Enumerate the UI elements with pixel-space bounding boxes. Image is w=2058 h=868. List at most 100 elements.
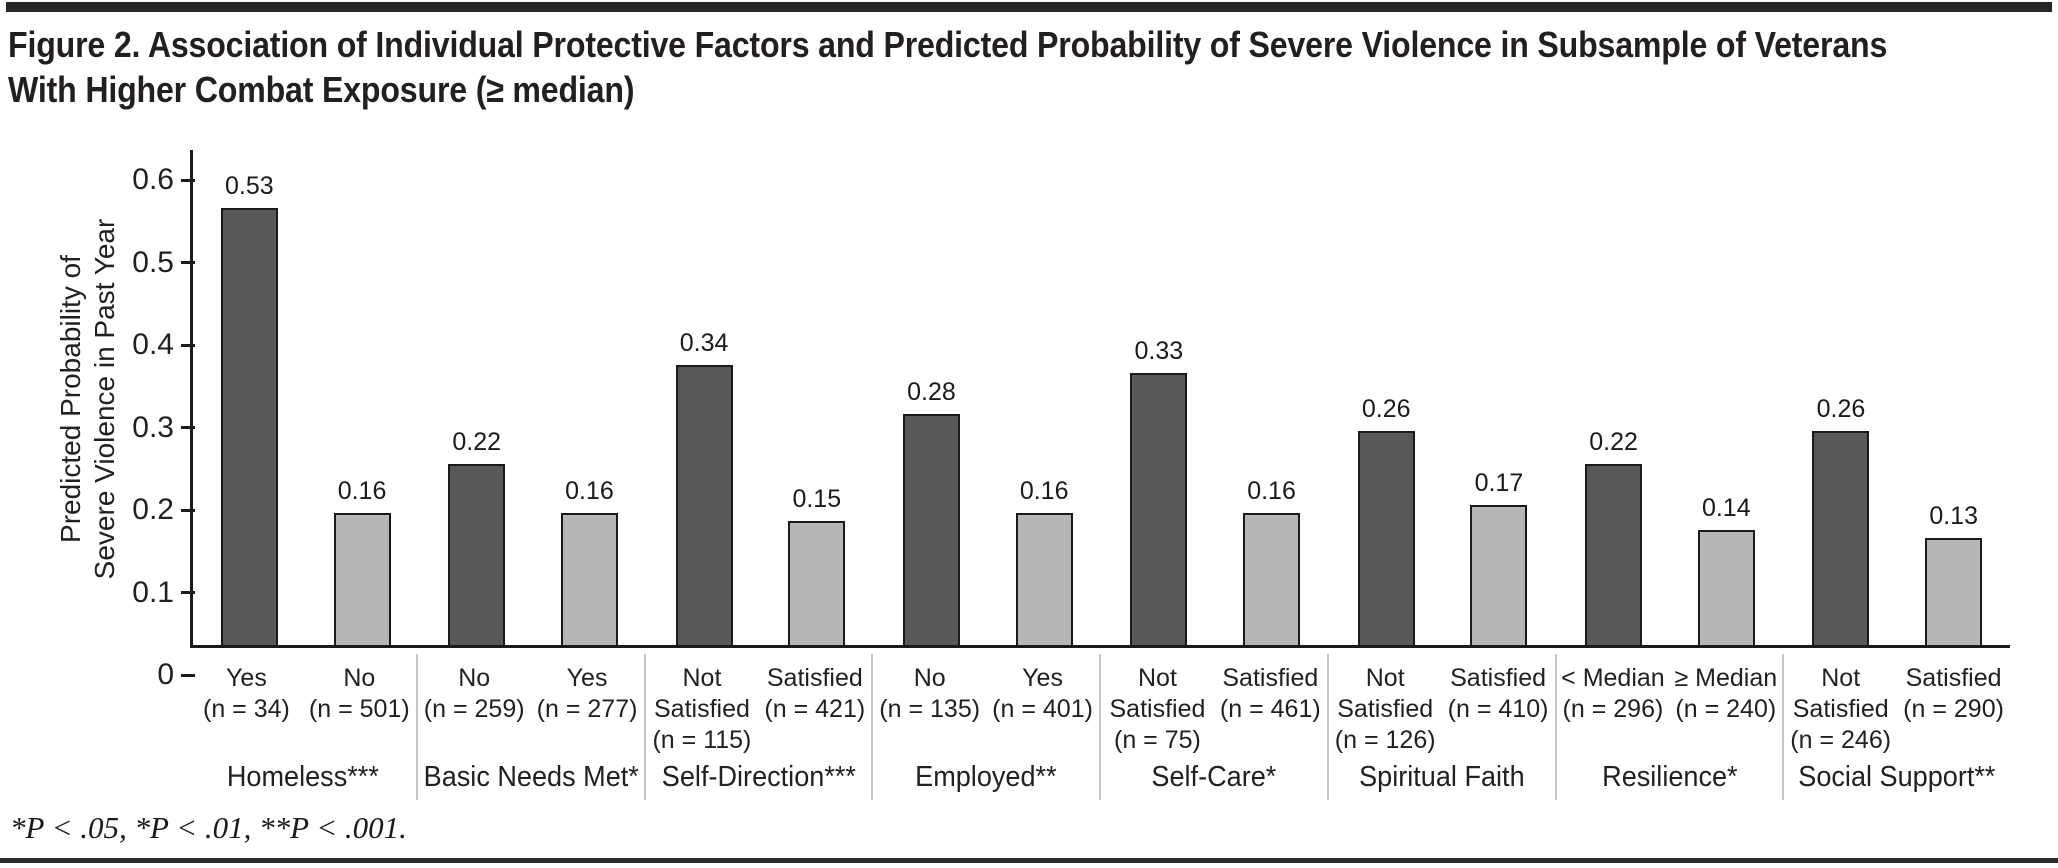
bar-column: 0.26 xyxy=(1330,150,1443,645)
sample-size-label: (n = 296) xyxy=(1562,695,1664,723)
sample-size-label: (n = 421) xyxy=(764,695,866,723)
bar-value-label: 0.22 xyxy=(452,427,502,456)
sample-size-label: (n = 401) xyxy=(992,695,1093,723)
sample-size-label: (n = 290) xyxy=(1903,695,2004,723)
x-tick-label: Not Satisfied (n = 115) xyxy=(646,663,759,756)
bar-value-label: 0.33 xyxy=(1134,336,1184,365)
sample-size-label: (n = 246) xyxy=(1790,726,1892,754)
bar-group: 0.28 0.16 xyxy=(873,150,1100,645)
x-tick-label-row: Not Satisfied (n = 115) Satisfied (n = 421) xyxy=(646,663,872,756)
bar-column: 0.53 xyxy=(193,150,306,645)
figure-title-line2: With Higher Combat Exposure (≥ median) xyxy=(8,69,635,110)
bar-column: 0.16 xyxy=(988,150,1101,645)
y-axis-tick-label: 0.3 xyxy=(132,410,174,444)
x-label-group: Yes (n = 34) No (n = 501) Homeless*** xyxy=(190,654,416,800)
category-label: No xyxy=(343,664,376,692)
bar-value-label: 0.26 xyxy=(1816,394,1866,423)
bar-column: 0.17 xyxy=(1443,150,1556,645)
bar xyxy=(788,521,846,645)
category-label: Not Satisfied xyxy=(1337,664,1434,723)
x-tick-label: No (n = 259) xyxy=(418,663,531,725)
bar xyxy=(1243,513,1301,645)
sample-size-label: (n = 240) xyxy=(1675,695,1777,723)
bar xyxy=(1925,537,1983,645)
bar-column: 0.22 xyxy=(420,150,533,645)
y-axis-tick-mark xyxy=(181,261,195,264)
bar-group: 0.26 0.17 xyxy=(1328,150,1555,645)
category-label: Yes xyxy=(1022,664,1063,692)
x-tick-label-row: Not Satisfied (n = 75) Satisfied (n = 461) xyxy=(1101,663,1327,756)
y-axis-tick-label: 0.2 xyxy=(132,493,174,526)
sample-size-label: (n = 410) xyxy=(1447,695,1549,723)
y-axis-tick-mark xyxy=(181,508,195,512)
bar-column: 0.28 xyxy=(875,150,988,645)
bar xyxy=(1130,372,1188,645)
bar-value-label: 0.15 xyxy=(792,485,842,514)
bar-value-label: 0.34 xyxy=(679,328,729,357)
protective-factor-name: Spiritual Faith xyxy=(1358,761,1525,793)
x-tick-label: Not Satisfied (n = 126) xyxy=(1329,663,1442,756)
bar-column: 0.16 xyxy=(306,150,419,645)
x-label-group: Not Satisfied (n = 246) Satisfied (n = 290)… xyxy=(1782,654,2010,800)
x-tick-label: Satisfied (n = 290) xyxy=(1897,663,2010,756)
y-axis-tick-inner: 0.5 xyxy=(93,245,195,279)
bar-value-label: 0.22 xyxy=(1589,427,1638,456)
y-axis-tick-mark xyxy=(181,591,195,594)
sample-size-label: (n = 34) xyxy=(203,695,290,723)
x-tick-label: Yes (n = 401) xyxy=(986,663,1099,725)
y-axis-tick-mark xyxy=(181,673,195,677)
x-label-group: No (n = 259) Yes (n = 277) Basic Needs Met* xyxy=(415,654,644,800)
bar xyxy=(675,364,733,645)
protective-factor-name: Employed** xyxy=(915,761,1057,793)
category-label: Satisfied xyxy=(1905,664,2002,692)
category-label: < Median xyxy=(1561,664,1665,692)
bar-column: 0.16 xyxy=(1215,150,1328,645)
bar-group: 0.26 0.13 xyxy=(1783,150,2010,645)
bar-value-label: 0.16 xyxy=(1247,477,1296,505)
protective-factor-name: Basic Needs Met* xyxy=(423,761,639,793)
y-axis-tick-label: 0.1 xyxy=(132,575,174,609)
bar xyxy=(1585,463,1643,645)
bar-value-label: 0.26 xyxy=(1361,394,1411,423)
x-tick-label-row: Not Satisfied (n = 126) Satisfied (n = 410) xyxy=(1329,663,1555,756)
category-label: Satisfied xyxy=(766,664,863,692)
sample-size-label: (n = 461) xyxy=(1219,695,1321,723)
y-axis-tick-label: 0.6 xyxy=(132,163,174,196)
bar-group: 0.22 0.16 xyxy=(418,150,645,645)
category-label: Satisfied xyxy=(1450,664,1546,692)
bar xyxy=(333,513,391,645)
y-axis-tick-mark xyxy=(181,343,195,347)
x-tick-label: Satisfied (n = 410) xyxy=(1442,663,1555,756)
bar-group: 0.33 0.16 xyxy=(1101,150,1328,645)
bar-value-label: 0.14 xyxy=(1701,493,1751,522)
x-tick-label: Satisfied (n = 461) xyxy=(1214,663,1327,756)
bar-value-label: 0.53 xyxy=(225,171,274,200)
x-tick-label-row: Not Satisfied (n = 246) Satisfied (n = 290) xyxy=(1784,663,2010,756)
protective-factor-name: Self-Care* xyxy=(1151,761,1277,793)
category-label: No xyxy=(913,664,946,692)
sample-size-label: (n = 501) xyxy=(308,695,410,723)
sample-size-label: (n = 259) xyxy=(423,695,525,723)
protective-factor-name: Resilience* xyxy=(1601,761,1738,793)
bar-column: 0.33 xyxy=(1103,150,1216,645)
bar xyxy=(220,207,278,645)
x-tick-label: < Median (n = 296) xyxy=(1557,663,1670,725)
bar-value-label: 0.16 xyxy=(1019,477,1069,505)
bar-column: 0.26 xyxy=(1785,150,1898,645)
x-tick-label: Not Satisfied (n = 246) xyxy=(1784,663,1897,756)
x-label-group: Not Satisfied (n = 115) Satisfied (n = 421)… xyxy=(643,654,872,800)
bar xyxy=(1470,504,1528,645)
bar-group: 0.22 0.14 xyxy=(1555,150,1782,645)
bar xyxy=(1357,430,1415,645)
bar xyxy=(448,463,506,645)
bar-column: 0.13 xyxy=(1897,150,2010,645)
bar xyxy=(1812,430,1870,645)
bar-column: 0.22 xyxy=(1557,150,1670,645)
y-axis-tick-inner: 0.2 xyxy=(93,493,195,526)
category-label: Not Satisfied xyxy=(653,664,750,723)
significance-footnote: *P < .05, *P < .01, **P < .001. xyxy=(10,810,407,845)
sample-size-label: (n = 75) xyxy=(1114,726,1201,754)
category-label: ≥ Median xyxy=(1674,664,1778,692)
y-axis-tick-label: 0.5 xyxy=(132,245,174,279)
sample-size-label: (n = 135) xyxy=(879,695,981,723)
